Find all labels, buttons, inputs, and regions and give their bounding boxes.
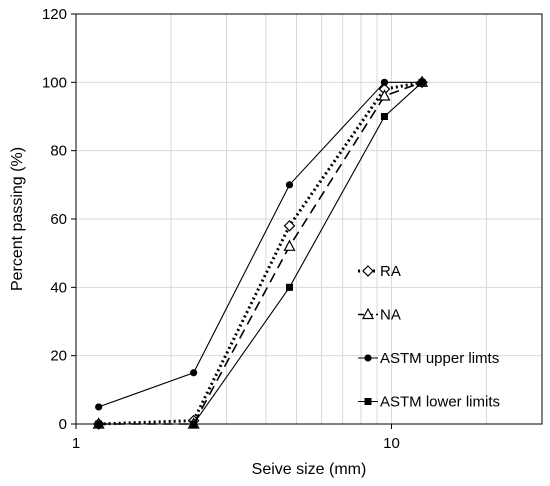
y-tick-label: 80 (50, 143, 67, 160)
na-marker (283, 239, 296, 251)
y-tick-label: 40 (50, 279, 67, 296)
y-tick-label: 20 (50, 348, 67, 365)
y-tick-label: 0 (59, 416, 67, 433)
y-tick-label: 120 (42, 6, 67, 23)
series-line-ra (98, 80, 423, 426)
astm-lower-marker (95, 420, 103, 428)
y-axis-label: Percent passing (%) (9, 147, 26, 291)
legend-entry-astm-upper-limts: ASTM upper limts (358, 350, 499, 367)
na-marker (378, 89, 391, 101)
astm-lower-marker (364, 398, 372, 405)
axis-ticks: 0 20 40 60 80 100 120 1 10 (42, 6, 400, 452)
astm-upper-marker (95, 403, 103, 411)
legend: RA NA ASTM upper limts ASTM lower limits (358, 263, 500, 411)
y-tick-label: 100 (42, 74, 67, 91)
legend-label: ASTM upper limts (380, 350, 499, 367)
series-astm-lower-limits (95, 78, 426, 428)
x-axis-label: Seive size (mm) (252, 461, 367, 478)
legend-label: NA (380, 307, 401, 324)
x-tick-label: 10 (383, 435, 400, 452)
astm-lower-marker (380, 113, 388, 120)
series-astm-upper-limts (95, 78, 426, 411)
ra-marker (283, 219, 296, 232)
series-line-na (98, 81, 423, 425)
legend-entry-astm-lower-limits: ASTM lower limits (358, 394, 500, 411)
legend-label: ASTM lower limits (380, 394, 500, 411)
astm-lower-marker (190, 420, 198, 428)
astm-lower-marker (285, 283, 293, 291)
y-tick-label: 60 (50, 211, 67, 228)
astm-lower-marker (418, 78, 426, 86)
x-tick-label: 1 (72, 435, 80, 452)
astm-upper-marker (285, 181, 294, 189)
grid-lines (76, 14, 542, 424)
na-marker (362, 307, 374, 320)
astm-upper-marker (380, 78, 389, 86)
legend-label: RA (380, 263, 401, 280)
legend-entry-ra: RA (358, 263, 401, 280)
series-line-astm-lower-limits (98, 81, 423, 425)
series-layer (92, 75, 429, 430)
astm-upper-marker (190, 369, 198, 377)
astm-upper-marker (364, 354, 372, 362)
ra-marker (362, 265, 374, 277)
legend-entry-na: NA (358, 307, 401, 324)
